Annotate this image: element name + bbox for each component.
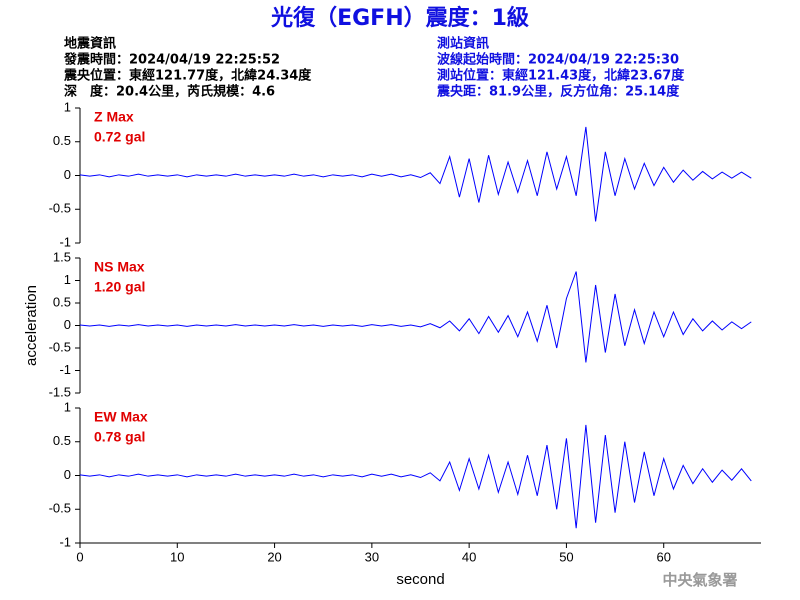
x-tick-label: 30 — [365, 549, 379, 564]
header-right: 震央距：81.9公里，反方位角：25.14度 — [436, 84, 680, 100]
y-tick-label: 1 — [64, 399, 71, 414]
y-tick-label: -0.5 — [49, 339, 71, 354]
x-tick-label: 20 — [267, 549, 281, 564]
y-tick-label: -1 — [59, 534, 71, 549]
y-tick-label: -0.5 — [49, 201, 71, 216]
waveform — [79, 424, 752, 529]
x-tick-label: 60 — [656, 549, 670, 564]
x-tick-label: 0 — [76, 549, 83, 564]
x-axis-label: second — [396, 571, 444, 588]
y-tick-label: 1 — [64, 272, 71, 287]
y-tick-label: 0.5 — [53, 294, 71, 309]
y-tick-label: 0 — [64, 317, 71, 332]
waveform — [79, 271, 752, 363]
max-label: Z Max — [94, 109, 134, 125]
y-tick-label: -1.5 — [49, 384, 71, 399]
header-right: 測站資訊 — [437, 36, 489, 52]
waveform — [79, 126, 752, 222]
y-axis-label: acceleration — [23, 285, 40, 366]
header-right: 波線起始時間：2024/04/19 22:25:30 — [437, 52, 679, 68]
max-value: 0.78 gal — [94, 429, 145, 445]
header-left: 深 度：20.4公里，芮氏規模：4.6 — [64, 84, 275, 100]
y-tick-label: -1 — [59, 234, 71, 249]
y-tick-label: 0 — [64, 467, 71, 482]
x-tick-label: 10 — [170, 549, 184, 564]
max-value: 1.20 gal — [94, 279, 145, 295]
header-left: 震央位置：東經121.77度，北緯24.34度 — [63, 68, 312, 84]
y-tick-label: 1.5 — [53, 249, 71, 264]
y-tick-label: 0.5 — [53, 433, 71, 448]
x-tick-label: 40 — [462, 549, 476, 564]
header-right: 測站位置：東經121.43度，北緯23.67度 — [437, 68, 685, 84]
y-tick-label: -0.5 — [49, 501, 71, 516]
max-label: EW Max — [94, 409, 148, 425]
max-value: 0.72 gal — [94, 129, 145, 145]
y-tick-label: 0.5 — [53, 133, 71, 148]
header-left: 發震時間：2024/04/19 22:25:52 — [63, 52, 280, 68]
max-label: NS Max — [94, 259, 145, 275]
x-tick-label: 50 — [559, 549, 573, 564]
y-tick-label: 0 — [64, 167, 71, 182]
footer: 中央氣象署 — [662, 571, 737, 589]
title: 光復（EGFH）震度：1級 — [270, 5, 529, 31]
y-tick-label: 1 — [64, 99, 71, 114]
y-tick-label: -1 — [59, 362, 71, 377]
header-left: 地震資訊 — [64, 36, 116, 52]
